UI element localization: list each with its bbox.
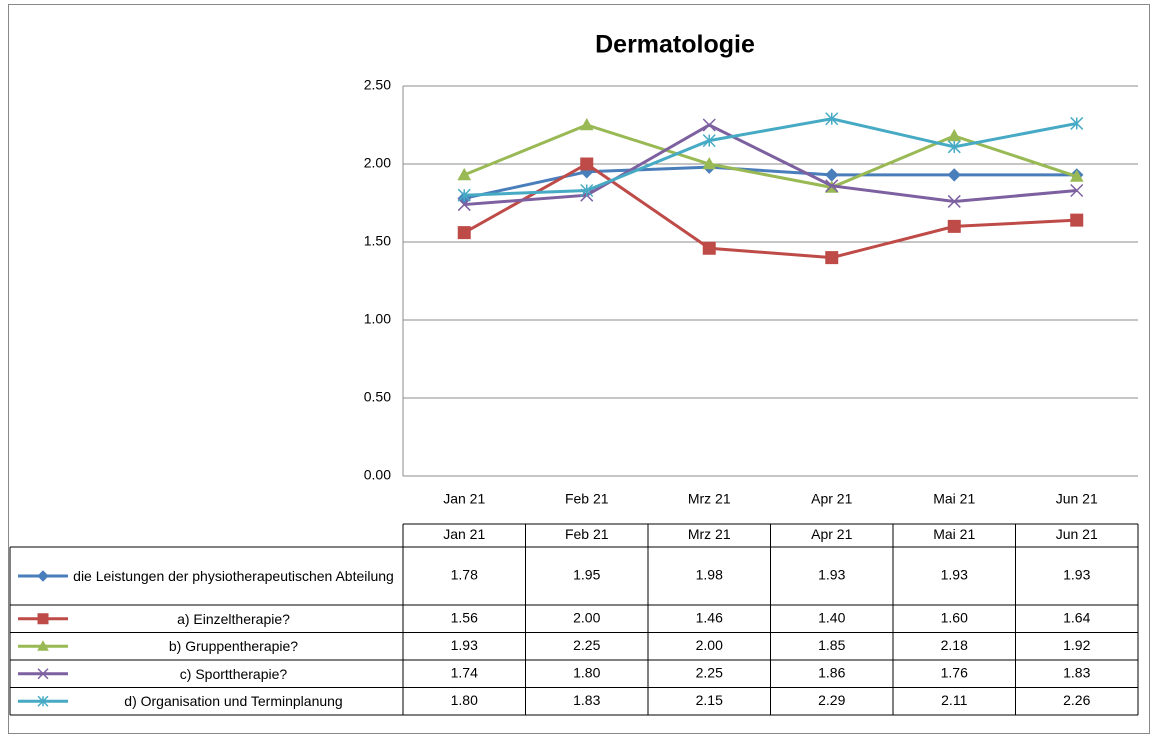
marker	[1070, 213, 1084, 227]
marker	[825, 251, 839, 265]
legend-label: d) Organisation und Terminplanung	[124, 693, 343, 710]
table-header: Apr 21	[811, 526, 852, 542]
marker	[37, 570, 49, 582]
series-line	[463, 162, 1077, 260]
marker	[947, 140, 961, 154]
table-value: 1.74	[451, 664, 478, 680]
marker	[37, 695, 49, 707]
table-value: 2.25	[573, 637, 600, 653]
table-header: Jun 21	[1056, 526, 1098, 542]
table-value: 2.15	[696, 692, 723, 708]
table-value: 1.80	[451, 692, 478, 708]
table-value: 1.93	[941, 567, 968, 583]
series-line	[464, 123, 1077, 207]
table-value: 1.80	[573, 664, 600, 680]
marker	[947, 168, 961, 182]
table-value: 2.25	[696, 664, 723, 680]
series-line	[464, 117, 1078, 197]
table-value: 1.98	[696, 567, 723, 583]
y-tick-label: 0.00	[364, 467, 391, 483]
table-value: 1.60	[941, 609, 968, 625]
table-value: 1.64	[1063, 609, 1090, 625]
y-tick-label: 0.50	[364, 389, 391, 405]
table-value: 2.11	[941, 692, 967, 708]
x-tick-label: Jan 21	[443, 491, 485, 507]
table-value: 1.85	[818, 637, 845, 653]
table-value: 1.56	[451, 609, 478, 625]
marker	[1070, 183, 1084, 198]
table-value: 1.83	[573, 692, 600, 708]
chart-frame	[8, 4, 1150, 734]
marker	[37, 613, 49, 625]
y-tick-label: 1.50	[364, 233, 391, 249]
legend-label: b) Gruppentherapie?	[168, 638, 299, 655]
marker	[702, 134, 716, 148]
table-value: 1.92	[1063, 637, 1090, 653]
table-value: 2.29	[818, 692, 845, 708]
table-value: 2.26	[1063, 692, 1090, 708]
marker	[702, 118, 716, 132]
table-header: Mai 21	[933, 526, 975, 542]
table-value: 1.86	[818, 664, 845, 680]
marker	[579, 117, 594, 131]
table-value: 1.95	[573, 567, 600, 583]
marker	[457, 198, 471, 212]
x-tick-label: Mai 21	[933, 491, 975, 507]
legend-label: c) Sporttherapie?	[179, 665, 288, 682]
marker	[947, 219, 961, 233]
marker	[1069, 169, 1084, 182]
marker	[580, 183, 594, 198]
x-tick-label: Feb 21	[565, 491, 609, 507]
table-value: 1.83	[1063, 664, 1090, 680]
marker	[580, 157, 594, 171]
y-tick-label: 2.50	[364, 77, 391, 93]
marker	[457, 226, 471, 240]
legend-label: a) Einzeltherapie?	[177, 610, 290, 627]
marker	[947, 194, 961, 208]
table-value: 1.46	[696, 609, 723, 625]
marker	[37, 640, 49, 651]
legend-cell: a) Einzeltherapie?	[177, 610, 290, 627]
x-tick-label: Apr 21	[811, 491, 852, 507]
marker	[825, 112, 839, 126]
table-value: 1.93	[818, 567, 845, 583]
y-tick-label: 2.00	[364, 155, 391, 171]
marker	[825, 179, 839, 193]
legend-label: die Leistungen der physiotherapeutischen…	[73, 568, 394, 584]
y-tick-label: 1.00	[364, 311, 391, 327]
marker	[457, 167, 472, 181]
legend-cell: c) Sporttherapie?	[179, 665, 288, 682]
legend-cell: die Leistungen der physiotherapeutischen…	[73, 568, 394, 584]
x-tick-label: Mrz 21	[688, 491, 731, 507]
marker	[702, 241, 716, 255]
marker	[947, 128, 962, 142]
marker	[1070, 116, 1084, 130]
table-value: 1.76	[941, 664, 968, 680]
table-value: 1.93	[451, 637, 478, 653]
x-tick-label: Jun 21	[1056, 491, 1098, 507]
marker	[37, 668, 49, 680]
table-value: 2.00	[696, 637, 723, 653]
legend-cell: b) Gruppentherapie?	[168, 638, 299, 655]
table-value: 2.00	[573, 609, 600, 625]
table-value: 1.93	[1063, 567, 1090, 583]
marker	[457, 188, 471, 202]
chart-title: Dermatologie	[595, 31, 755, 59]
table-header: Jan 21	[443, 526, 485, 542]
table-header: Mrz 21	[688, 526, 731, 542]
table-value: 1.40	[818, 609, 845, 625]
marker	[702, 156, 717, 170]
table-value: 1.78	[451, 567, 478, 583]
legend-cell: d) Organisation und Terminplanung	[124, 693, 343, 710]
table-value: 2.18	[941, 637, 968, 653]
table-header: Feb 21	[565, 526, 609, 542]
